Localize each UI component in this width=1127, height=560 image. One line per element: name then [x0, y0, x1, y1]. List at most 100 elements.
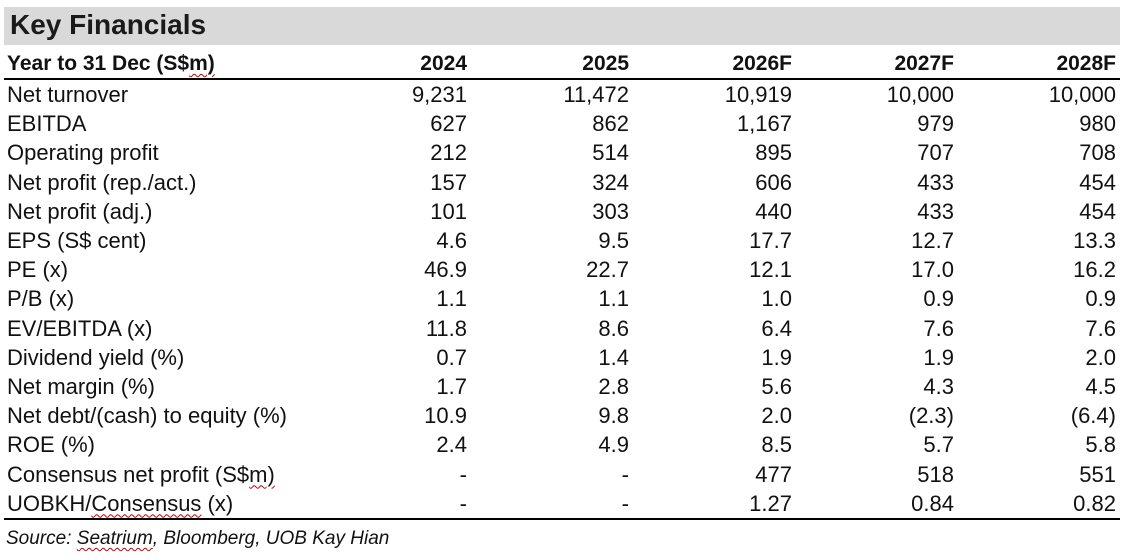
source-note: Source: Seatrium, Bloomberg, UOB Kay Hia… — [6, 528, 389, 550]
row-value: 1.1 — [598, 286, 629, 312]
row-label: Net debt/(cash) to equity (%) — [7, 403, 288, 429]
row-label-suffix: (x) — [201, 490, 234, 516]
header-year-2026f: 2026F — [633, 50, 796, 80]
row-label: Net turnover — [7, 82, 129, 108]
header-year-2028f: 2028F — [958, 50, 1120, 80]
row-value: 4.9 — [598, 432, 629, 458]
row-value: 10,000 — [886, 82, 954, 108]
table-row: EPS (S$ cent) 4.6 9.5 17.7 12.7 13.3 — [4, 226, 1120, 255]
row-value: 8.5 — [761, 432, 792, 458]
row-value: 4.5 — [1085, 373, 1116, 399]
row-value: 9.8 — [598, 403, 629, 429]
row-value: 2.0 — [1085, 344, 1116, 370]
row-value: 5.6 — [761, 373, 792, 399]
table-row: Net profit (rep./act.) 157 324 606 433 454 — [4, 168, 1120, 197]
row-value: 0.84 — [796, 488, 958, 520]
row-value: 454 — [1079, 169, 1116, 195]
row-value: 440 — [755, 198, 792, 224]
row-value: 324 — [592, 169, 629, 195]
row-value: 1.4 — [598, 344, 629, 370]
row-value: 0.9 — [1085, 286, 1116, 312]
row-value: 5.7 — [923, 432, 954, 458]
row-value: 1.7 — [436, 373, 467, 399]
row-value: 4.6 — [436, 228, 467, 254]
source-suffix: , Bloomberg, UOB Kay Hian — [152, 528, 390, 549]
table-row: EV/EBITDA (x) 11.8 8.6 6.4 7.6 7.6 — [4, 314, 1120, 343]
row-value: 980 — [1079, 111, 1116, 137]
row-value: 708 — [1079, 140, 1116, 166]
row-value: 10.9 — [424, 403, 467, 429]
row-value: 303 — [592, 198, 629, 224]
row-value: (2.3) — [908, 403, 954, 429]
row-value: - — [314, 488, 471, 520]
table-row: Consensus net profit (S$m) - - 477 518 551 — [4, 459, 1120, 488]
row-value: 22.7 — [586, 257, 629, 283]
table-row: EBITDA 627 862 1,167 979 980 — [4, 109, 1120, 138]
table-row: Dividend yield (%) 0.7 1.4 1.9 1.9 2.0 — [4, 343, 1120, 372]
row-value: 518 — [917, 461, 954, 487]
row-value: 1.9 — [923, 344, 954, 370]
row-value: 433 — [917, 169, 954, 195]
row-value: 8.6 — [598, 315, 629, 341]
row-value: 0.7 — [436, 344, 467, 370]
row-label: Net profit (rep./act.) — [7, 169, 197, 195]
row-label: Consensus net profit (S$m) — [4, 459, 314, 488]
row-value: 17.0 — [911, 257, 954, 283]
header-row: Year to 31 Dec (S$m) 2024 2025 2026F 202… — [4, 50, 1120, 80]
table-row: Net debt/(cash) to equity (%) 10.9 9.8 2.0 (… — [4, 401, 1120, 430]
row-label: ROE (%) — [7, 432, 95, 458]
row-value: 5.8 — [1085, 432, 1116, 458]
source-prefix: Source: — [6, 528, 77, 549]
row-value: 862 — [592, 111, 629, 137]
table-row: Operating profit 212 514 895 707 708 — [4, 138, 1120, 167]
table-row: ROE (%) 2.4 4.9 8.5 5.7 5.8 — [4, 430, 1120, 459]
header-year-2024: 2024 — [314, 50, 471, 80]
row-value: 1.1 — [436, 286, 467, 312]
row-value: - — [459, 461, 467, 487]
row-value: 7.6 — [1085, 315, 1116, 341]
row-value: 6.4 — [761, 315, 792, 341]
row-value: 4.3 — [923, 373, 954, 399]
row-value: (6.4) — [1070, 403, 1116, 429]
row-value: 2.0 — [761, 403, 792, 429]
header-year-2027f: 2027F — [796, 50, 958, 80]
row-value: 979 — [917, 111, 954, 137]
row-value: 157 — [430, 169, 467, 195]
financials-table-wrapper: Year to 31 Dec (S$m) 2024 2025 2026F 202… — [4, 50, 1120, 520]
row-label-wavy: m) — [249, 461, 275, 487]
row-label: PE (x) — [7, 257, 69, 283]
source-wavy: Seatrium — [76, 528, 153, 549]
row-label-text: Consensus net profit (S$ — [7, 461, 250, 487]
row-value: 1,167 — [736, 111, 792, 137]
row-value: 895 — [755, 140, 792, 166]
header-label-prefix: Year to 31 Dec (S$ — [7, 52, 190, 75]
row-value: 9.5 — [598, 228, 629, 254]
row-value: 1.0 — [761, 286, 792, 312]
row-label: Net margin (%) — [7, 373, 155, 399]
row-value: 11.8 — [425, 315, 467, 341]
title-bar: Key Financials — [4, 7, 1120, 45]
row-value: 514 — [592, 140, 629, 166]
row-value: 13.3 — [1073, 228, 1116, 254]
row-value: 1.9 — [761, 344, 792, 370]
row-label: Operating profit — [7, 140, 159, 166]
row-value: 17.7 — [749, 228, 792, 254]
row-value: 0.9 — [923, 286, 954, 312]
row-label-text: UOBKH/ — [7, 490, 92, 516]
row-value: 12.1 — [749, 257, 792, 283]
row-value: 212 — [430, 140, 467, 166]
table-row: PE (x) 46.9 22.7 12.1 17.0 16.2 — [4, 255, 1120, 284]
row-label-wavy: Consensus — [91, 490, 202, 516]
row-value: 707 — [917, 140, 954, 166]
header-year-2025: 2025 — [471, 50, 633, 80]
header-label: Year to 31 Dec (S$m) — [4, 50, 314, 80]
key-financials-table: Year to 31 Dec (S$m) 2024 2025 2026F 202… — [4, 50, 1120, 520]
table-row: Net margin (%) 1.7 2.8 5.6 4.3 4.5 — [4, 372, 1120, 401]
header-label-wavy: m) — [189, 52, 215, 75]
row-label: Net profit (adj.) — [7, 198, 153, 224]
row-value: 12.7 — [911, 228, 954, 254]
table-row: UOBKH/Consensus (x) - -1.27 0.84 0.82 — [4, 488, 1120, 520]
row-value: 10,000 — [1048, 82, 1116, 108]
table-row: Net profit (adj.) 101 303 440 433 454 — [4, 197, 1120, 226]
row-value: 606 — [755, 169, 792, 195]
